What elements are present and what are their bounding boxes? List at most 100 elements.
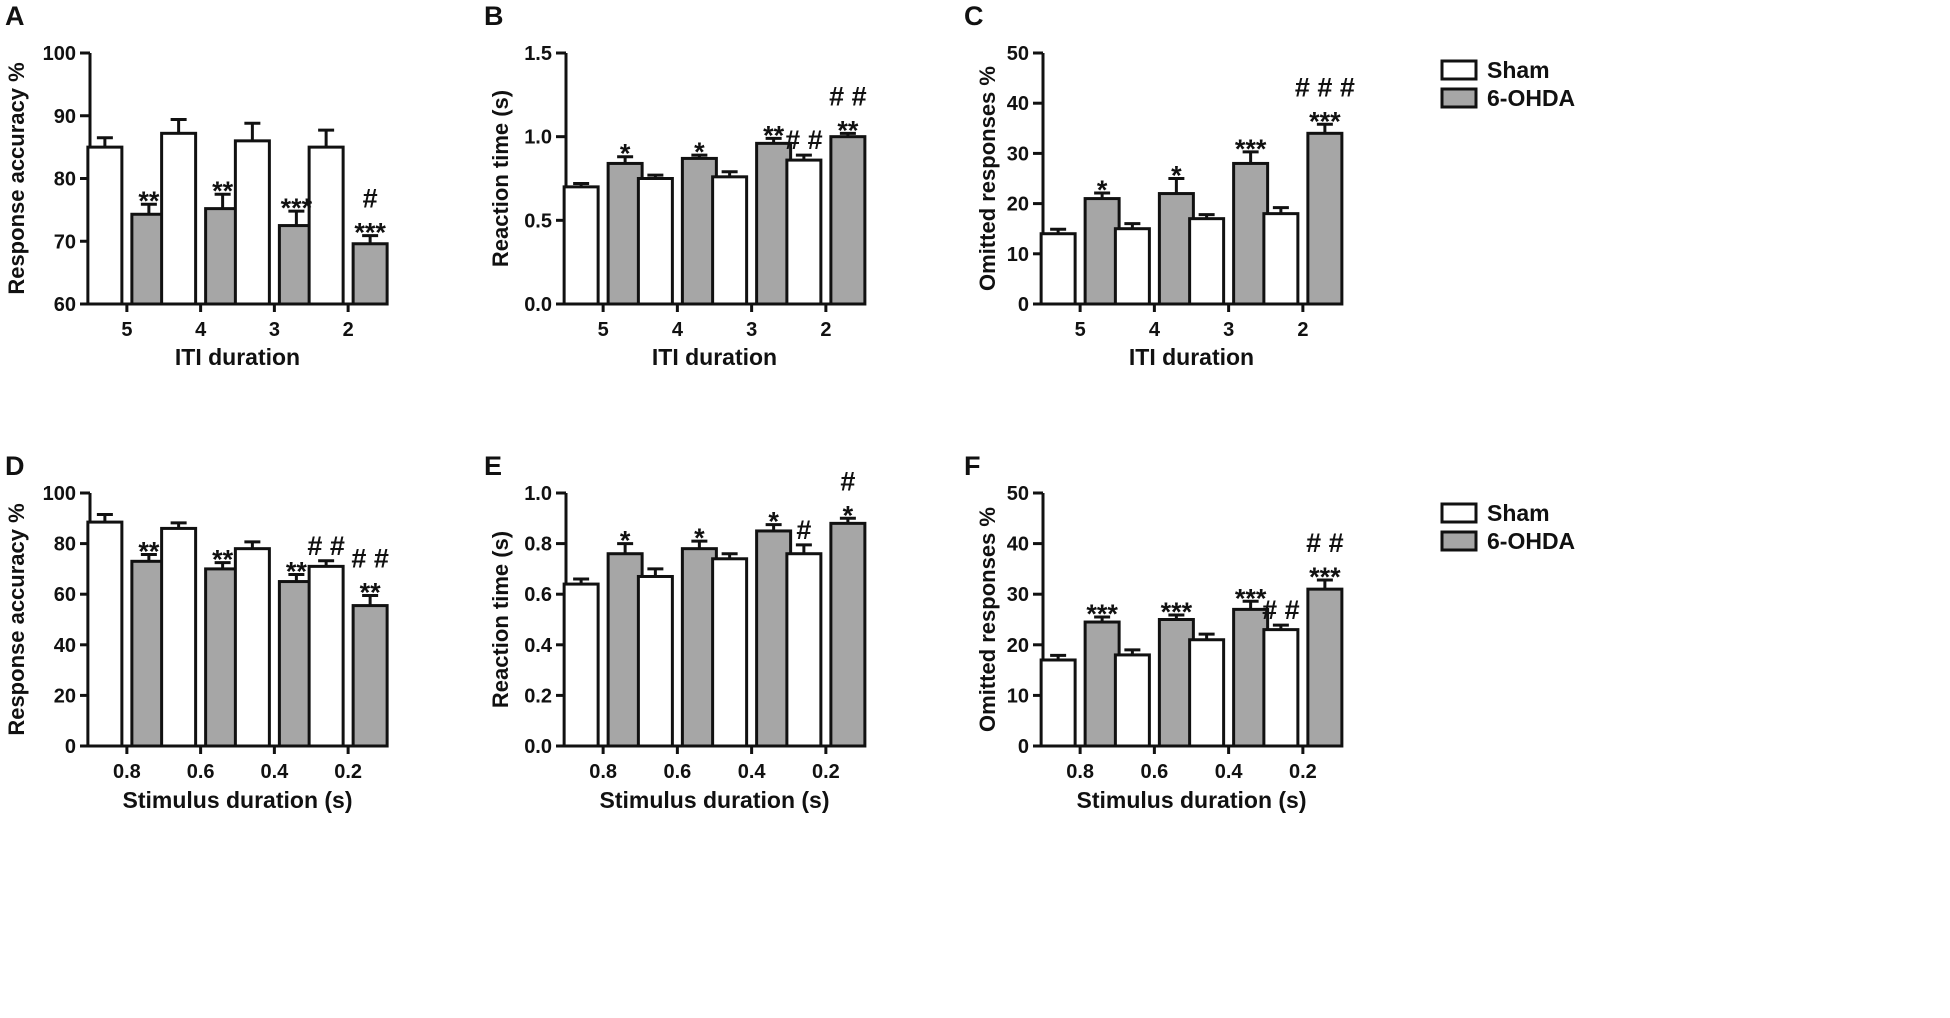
y-tick-label: 20: [54, 685, 76, 707]
y-tick-label: 0.0: [524, 294, 552, 316]
y-tick-label: 0.5: [524, 210, 552, 232]
significance-stars: *: [843, 500, 854, 530]
panel-letter: A: [5, 1, 25, 31]
y-tick-label: 0.8: [524, 534, 552, 556]
significance-stars: *: [620, 526, 631, 556]
significance-hash: #: [796, 515, 811, 545]
significance-stars: ***: [1161, 597, 1193, 627]
bar-sham: [160, 131, 198, 306]
y-tick-label: 40: [1007, 534, 1029, 556]
y-tick-label: 0: [65, 736, 76, 758]
x-axis-label: Stimulus duration (s): [123, 787, 353, 813]
significance-stars: *: [694, 523, 705, 553]
panel-letter: D: [5, 451, 25, 481]
legend-swatch-6ohda: [1440, 87, 1478, 109]
y-axis-label: Reaction time (s): [488, 531, 513, 708]
legend-swatch-6ohda: [1440, 530, 1478, 552]
bar-sham: [1039, 232, 1077, 306]
y-tick-label: 0: [1018, 294, 1029, 316]
y-tick-label: 20: [1007, 194, 1029, 216]
significance-hash: #: [840, 466, 855, 496]
y-tick-label: 70: [54, 231, 76, 253]
bar-6ohda: [606, 161, 644, 306]
y-tick-label: 10: [1007, 685, 1029, 707]
x-tick-label: 2: [820, 319, 831, 341]
y-tick-label: 100: [43, 43, 76, 65]
significance-stars: **: [360, 577, 382, 607]
panel-c: C 0 10 20 30 40 50 Omitted responses % ITI durat…: [964, 1, 1355, 370]
significance-stars: **: [138, 186, 160, 216]
significance-stars: **: [286, 556, 308, 586]
bar-sham: [785, 158, 823, 306]
y-tick-label: 60: [54, 294, 76, 316]
x-tick-label: 0.4: [260, 761, 289, 783]
bar-sham: [562, 582, 600, 748]
x-tick-label: 0.2: [334, 761, 362, 783]
bar-6ohda: [1232, 161, 1270, 306]
bar-sham: [785, 552, 823, 748]
panel-f: F 0 10 20 30 40 50 Omitted responses % Stimulus …: [964, 451, 1344, 813]
significance-stars: **: [837, 115, 859, 145]
significance-stars: **: [212, 545, 234, 575]
significance-stars: ***: [1086, 599, 1118, 629]
x-tick-label: 0.4: [1215, 761, 1244, 783]
significance-hash: # # #: [1295, 72, 1355, 102]
significance-hash: # #: [829, 81, 867, 111]
x-tick-label: 5: [598, 319, 609, 341]
panel-b: B 0.0 0.5 1.0 1.5 Reaction time (s) ITI durati…: [484, 1, 867, 370]
y-tick-label: 50: [1007, 43, 1029, 65]
significance-stars: ***: [1309, 106, 1341, 136]
legend-label: Sham: [1487, 500, 1550, 526]
bar-sham: [1262, 628, 1300, 748]
panel-letter: C: [964, 1, 984, 31]
significance-hash: # #: [1262, 595, 1300, 625]
x-tick-label: 2: [343, 319, 354, 341]
y-tick-label: 0.2: [524, 685, 552, 707]
panel-letter: B: [484, 1, 504, 31]
y-tick-label: 0.0: [524, 736, 552, 758]
bar-6ohda: [1306, 587, 1344, 748]
panel-a: A 60 70 80 90 100 Response accuracy % ITI durat…: [4, 1, 389, 370]
bar-sham: [86, 520, 124, 748]
y-tick-label: 1.0: [524, 127, 552, 149]
y-tick-label: 100: [43, 483, 76, 505]
bar-6ohda: [680, 547, 718, 748]
y-tick-label: 1.5: [524, 43, 552, 65]
bar-sham: [233, 547, 271, 748]
bar-sham: [307, 564, 345, 748]
bar-sham: [1113, 227, 1151, 306]
x-tick-label: 0.6: [1140, 761, 1168, 783]
bar-6ohda: [829, 521, 867, 748]
bar-sham: [1188, 638, 1226, 748]
significance-stars: ***: [281, 193, 313, 223]
y-tick-label: 20: [1007, 635, 1029, 657]
x-tick-label: 2: [1297, 319, 1308, 341]
x-tick-label: 0.2: [812, 761, 840, 783]
panel-d: D 0 20 40 60 80 100 Response accuracy % Stimulus…: [4, 451, 389, 813]
significance-stars: *: [768, 507, 779, 537]
significance-stars: ***: [354, 218, 386, 248]
y-axis-label: Reaction time (s): [488, 90, 513, 267]
y-tick-label: 0.6: [524, 584, 552, 606]
x-axis-label: ITI duration: [652, 344, 777, 370]
y-tick-label: 0: [1018, 736, 1029, 758]
bar-sham: [233, 139, 271, 306]
y-tick-label: 80: [54, 169, 76, 191]
significance-stars: **: [138, 536, 160, 566]
bar-sham: [307, 145, 345, 306]
y-axis-label: Omitted responses %: [975, 66, 1000, 291]
y-tick-label: 1.0: [524, 483, 552, 505]
legend-swatch-sham: [1440, 502, 1478, 524]
significance-stars: *: [1097, 175, 1108, 205]
y-tick-label: 50: [1007, 483, 1029, 505]
significance-hash: # #: [1306, 528, 1344, 558]
x-tick-label: 0.8: [1066, 761, 1094, 783]
y-tick-label: 80: [54, 534, 76, 556]
x-tick-label: 4: [195, 319, 207, 341]
x-axis-label: Stimulus duration (s): [1077, 787, 1307, 813]
significance-stars: *: [1171, 161, 1182, 191]
x-tick-label: 4: [1149, 319, 1161, 341]
x-tick-label: 0.4: [738, 761, 767, 783]
